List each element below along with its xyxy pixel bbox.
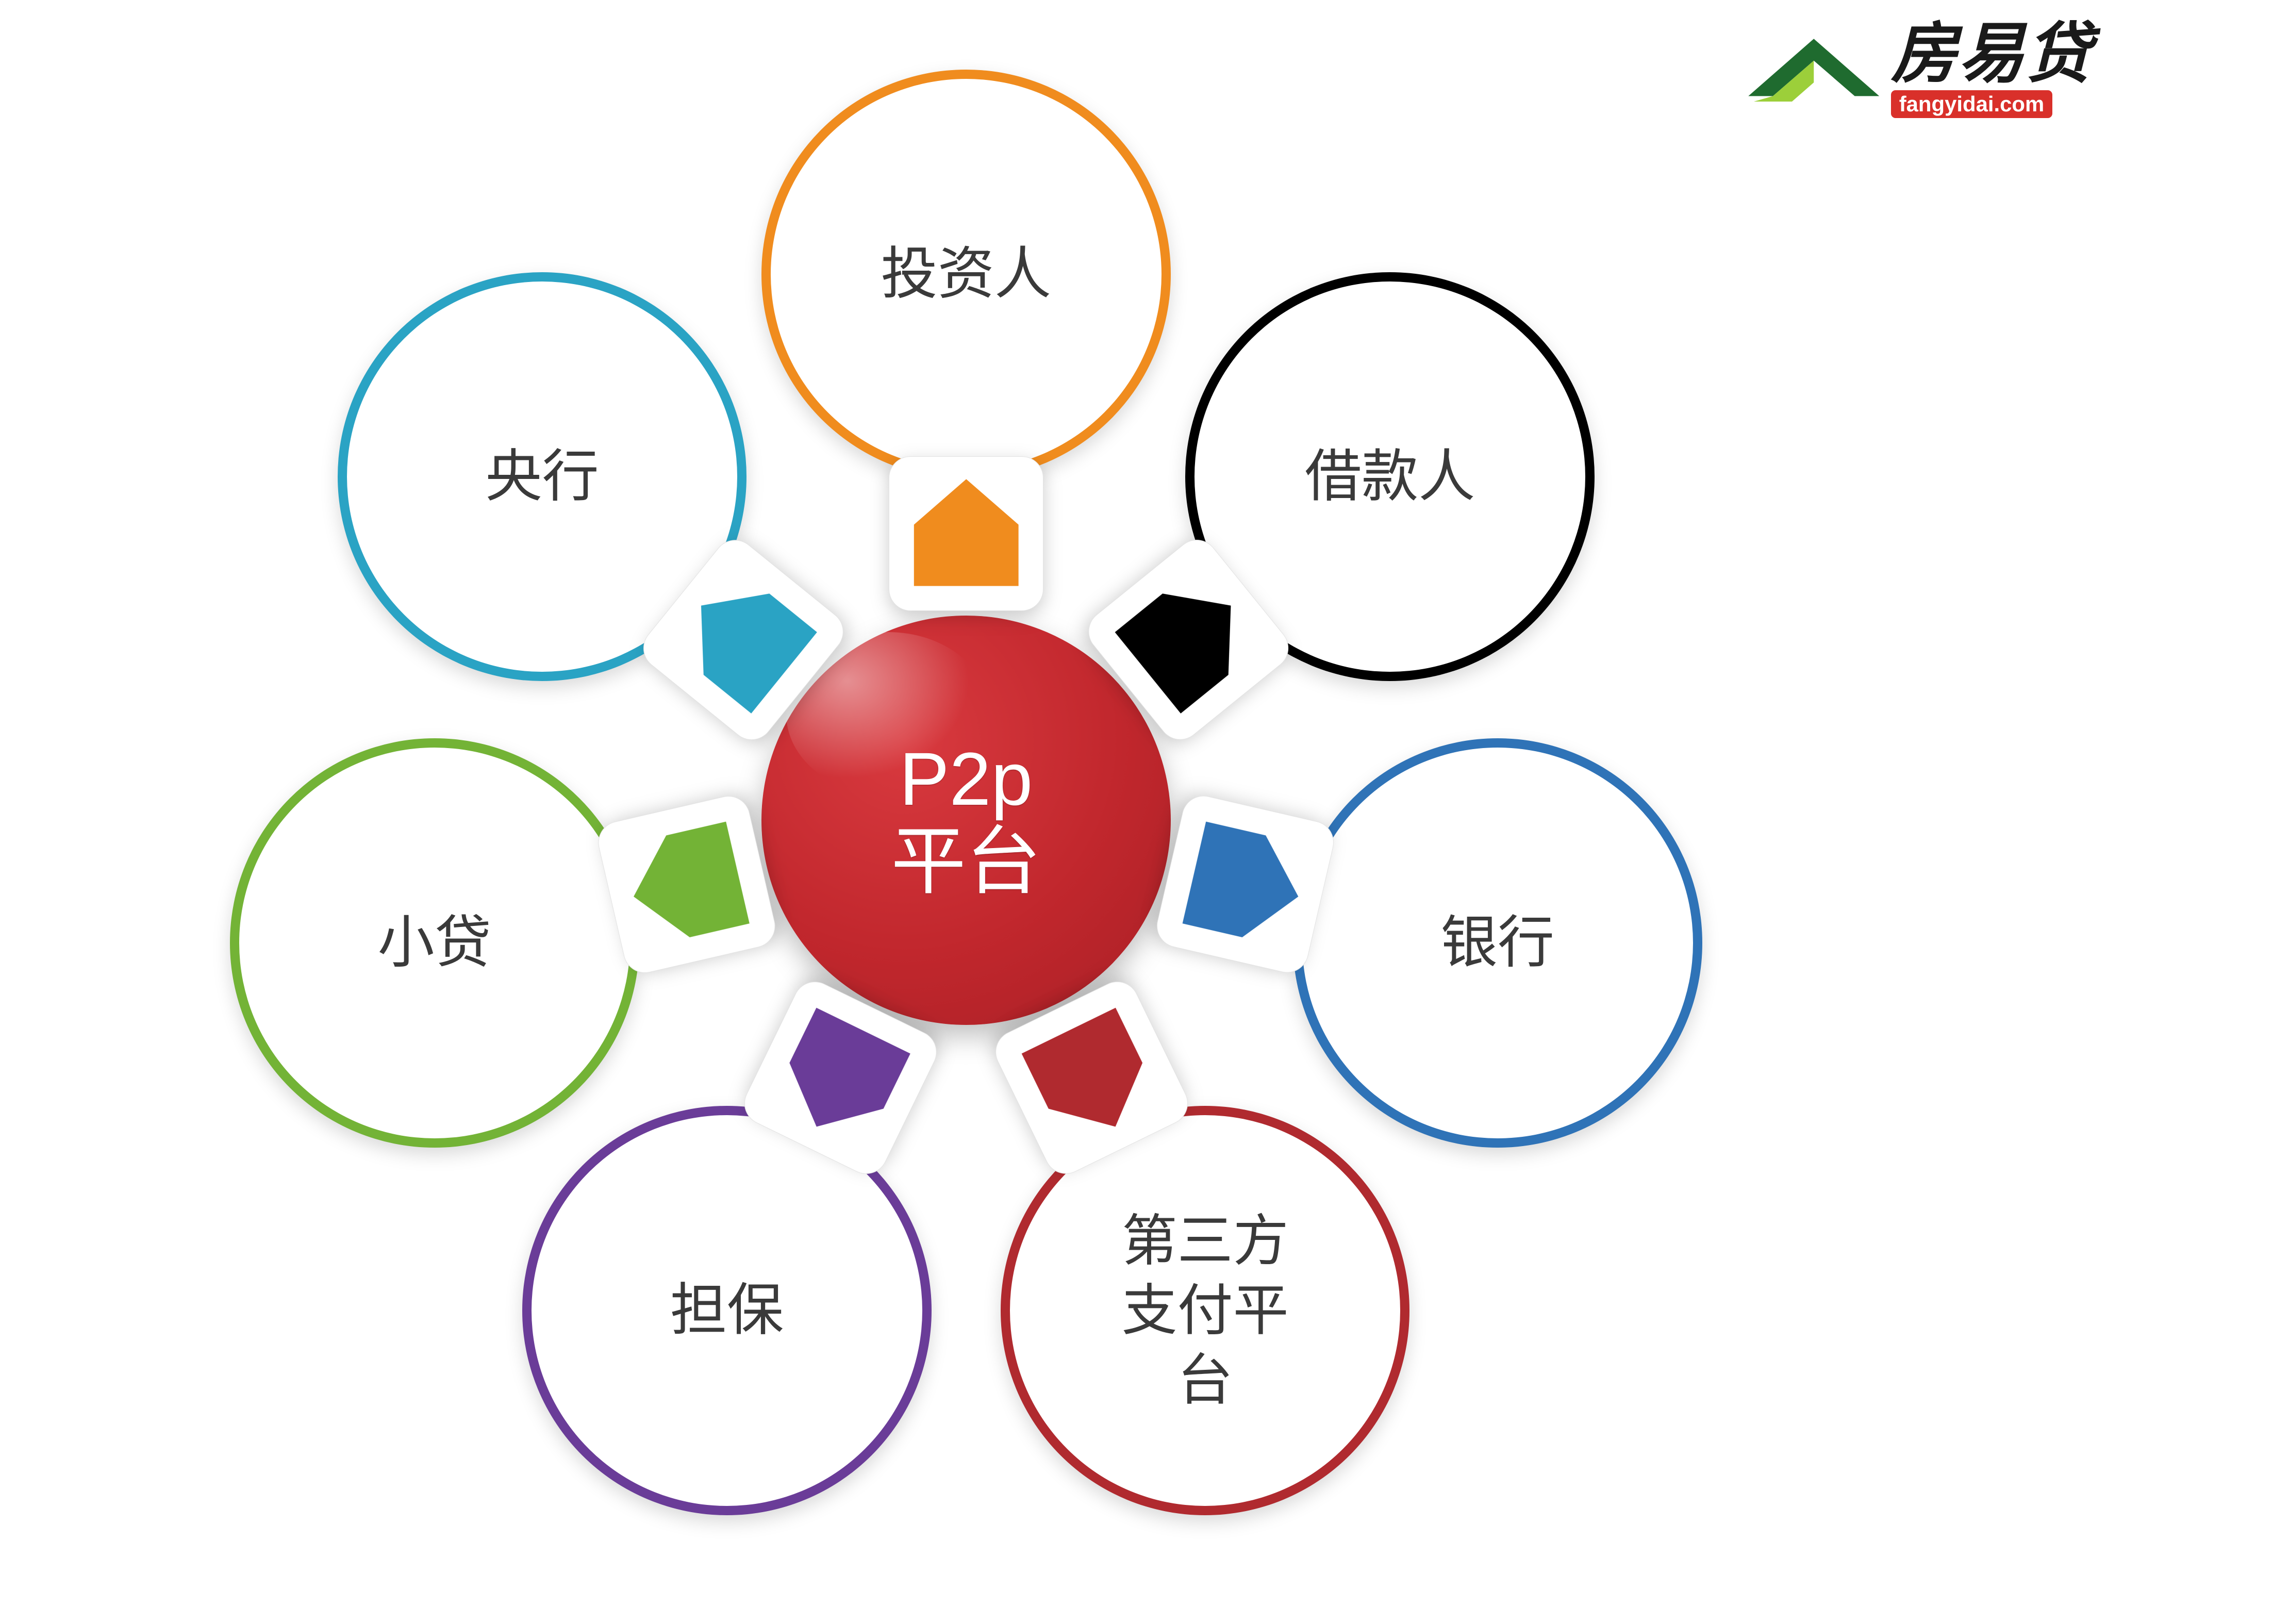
arrow-thirdparty xyxy=(1016,1002,1168,1154)
center-node-label: P2p平台 xyxy=(891,738,1041,903)
diagram-stage: P2p平台 房易贷 fangyidai.com 投资人借款人银行第三方支付平台 担… xyxy=(0,0,2273,1624)
brand-logo-cn: 房易贷 xyxy=(1891,21,2093,87)
brand-logo: 房易贷 fangyidai.com xyxy=(1746,21,2200,118)
outer-node-label-borrower: 借款人 xyxy=(1281,441,1499,512)
outer-node-label-investor: 投资人 xyxy=(857,239,1075,310)
center-node: P2p平台 xyxy=(761,616,1171,1025)
outer-node-investor: 投资人 xyxy=(761,70,1171,479)
arrow-investor xyxy=(909,477,1023,590)
brand-logo-domain: fangyidai.com xyxy=(1891,90,2052,118)
house-roof-icon xyxy=(1746,36,1882,118)
arrow-bank xyxy=(1177,816,1313,952)
arrow-guarantee xyxy=(765,1002,917,1154)
arrow-microloan xyxy=(619,816,755,952)
outer-node-label-microloan: 小贷 xyxy=(354,907,515,979)
outer-node-microloan: 小贷 xyxy=(230,738,639,1148)
brand-logo-text: 房易贷 fangyidai.com xyxy=(1891,21,2093,118)
outer-node-label-guarantee: 担保 xyxy=(646,1275,807,1346)
outer-node-label-bank: 银行 xyxy=(1417,907,1578,979)
diagram-canvas: P2p平台 房易贷 fangyidai.com 投资人借款人银行第三方支付平台 担… xyxy=(0,0,2273,1624)
outer-node-label-thirdparty: 第三方支付平台 xyxy=(1098,1206,1312,1415)
outer-node-label-centralbank: 央行 xyxy=(462,441,622,512)
outer-node-bank: 银行 xyxy=(1293,738,1702,1148)
